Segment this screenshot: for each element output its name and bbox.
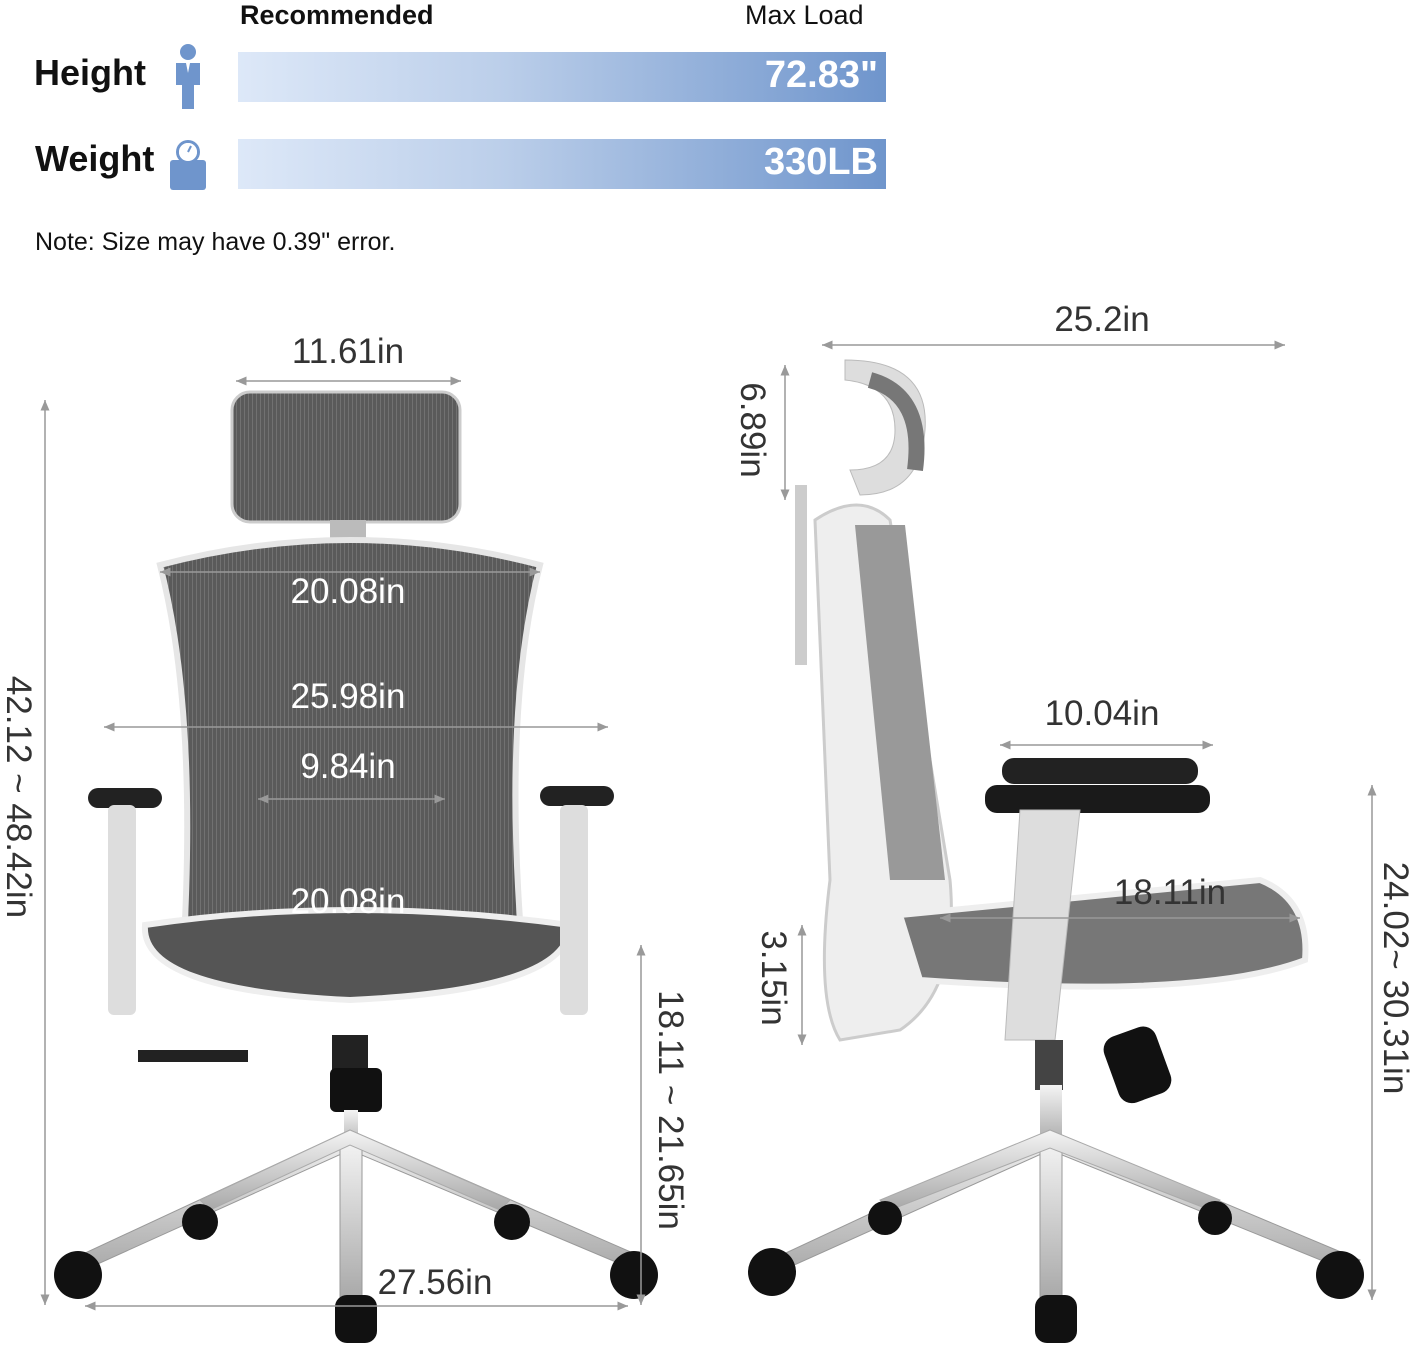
base-width-label: 27.56in [377, 1263, 493, 1302]
armrest-height-label: 24.02~ 30.31in [1376, 861, 1414, 1095]
person-icon [176, 44, 200, 109]
weight-bar: 330LB [238, 139, 886, 189]
weight-max-value: 330LB [763, 141, 878, 183]
size-note: Note: Size may have 0.39" error. [35, 228, 396, 256]
overall-depth-label: 25.2in [1054, 300, 1150, 339]
recommended-label: Recommended [240, 0, 434, 30]
headrest-adjust-label: 6.89in [733, 382, 772, 478]
side-view-chair [748, 359, 1364, 1343]
seat-height-label: 18.11 ~ 21.65in [651, 990, 690, 1230]
backrest-width-label: 20.08in [290, 572, 406, 611]
front-view-chair [54, 390, 658, 1343]
armrest-depth-label: 10.04in [1044, 694, 1160, 733]
overall-height-label: 42.12 ~ 48.42in [0, 675, 38, 919]
height-label: Height [34, 52, 146, 93]
height-max-value: 72.83" [764, 54, 878, 96]
lumbar-width-label: 9.84in [300, 747, 396, 786]
seat-depth-label: 18.11in [1113, 873, 1227, 912]
headrest-width-label: 11.61in [291, 332, 405, 371]
seat-width-label: 20.08in [290, 882, 406, 921]
scale-icon [170, 140, 206, 190]
armrest-span-label: 25.98in [290, 677, 406, 716]
dimension-lines [40, 340, 1377, 1311]
weight-label: Weight [35, 138, 155, 179]
seat-to-armrest-label: 3.15in [754, 930, 793, 1026]
max-load-label: Max Load [745, 0, 864, 30]
height-bar: 72.83" [238, 52, 886, 102]
